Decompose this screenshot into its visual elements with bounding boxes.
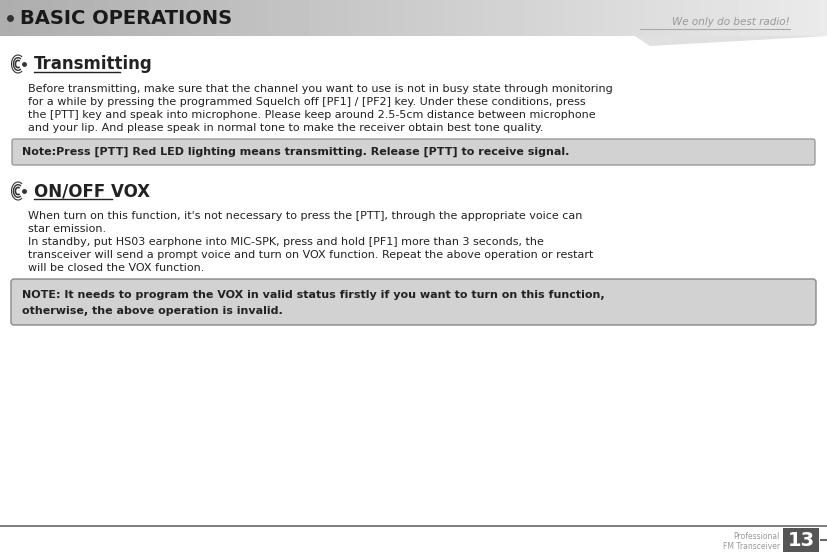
FancyBboxPatch shape: [11, 279, 816, 325]
FancyBboxPatch shape: [12, 139, 815, 165]
Text: and your lip. And please speak in normal tone to make the receiver obtain best t: and your lip. And please speak in normal…: [28, 123, 543, 133]
Bar: [783, 528, 819, 552]
Text: transceiver will send a prompt voice and turn on VOX function. Repeat the above : transceiver will send a prompt voice and…: [28, 250, 594, 260]
Text: FM Transceiver: FM Transceiver: [723, 542, 780, 551]
Text: BASIC OPERATIONS: BASIC OPERATIONS: [20, 8, 232, 27]
Text: ON/OFF VOX: ON/OFF VOX: [34, 182, 151, 200]
Text: Note:Press [PTT] Red LED lighting means transmitting. Release [PTT] to receive s: Note:Press [PTT] Red LED lighting means …: [22, 147, 569, 157]
Text: will be closed the VOX function.: will be closed the VOX function.: [28, 263, 204, 273]
Text: We only do best radio!: We only do best radio!: [672, 17, 790, 27]
Text: for a while by pressing the programmed Squelch off [PF1] / [PF2] key. Under thes: for a while by pressing the programmed S…: [28, 97, 586, 107]
Text: In standby, put HS03 earphone into MIC-SPK, press and hold [PF1] more than 3 sec: In standby, put HS03 earphone into MIC-S…: [28, 237, 544, 247]
Text: otherwise, the above operation is invalid.: otherwise, the above operation is invali…: [22, 306, 283, 316]
Text: star emission.: star emission.: [28, 224, 106, 234]
Text: the [PTT] key and speak into microphone. Please keep around 2.5-5cm distance bet: the [PTT] key and speak into microphone.…: [28, 110, 595, 120]
Text: NOTE: It needs to program the VOX in valid status firstly if you want to turn on: NOTE: It needs to program the VOX in val…: [22, 290, 605, 300]
Text: 13: 13: [787, 530, 815, 549]
Polygon shape: [580, 0, 827, 46]
Text: Transmitting: Transmitting: [34, 55, 153, 73]
Text: Professional: Professional: [734, 532, 780, 541]
Text: Before transmitting, make sure that the channel you want to use is not in busy s: Before transmitting, make sure that the …: [28, 84, 613, 94]
Text: When turn on this function, it's not necessary to press the [PTT], through the a: When turn on this function, it's not nec…: [28, 211, 582, 221]
